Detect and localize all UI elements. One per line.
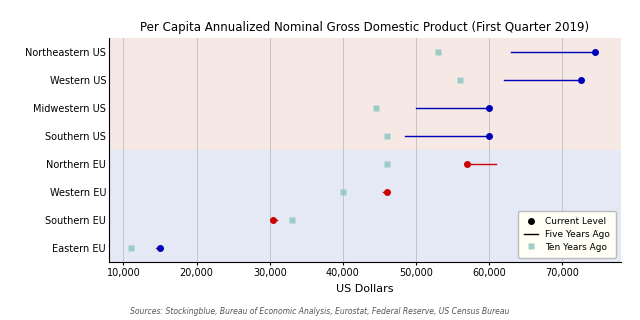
Text: Sources: Stockingblue, Bureau of Economic Analysis, Eurostat, Federal Reserve, U: Sources: Stockingblue, Bureau of Economi… xyxy=(131,307,509,316)
Bar xyxy=(109,66,621,94)
Bar xyxy=(109,206,621,234)
X-axis label: US Dollars: US Dollars xyxy=(336,284,394,293)
Bar xyxy=(109,38,621,66)
Bar xyxy=(109,178,621,206)
Bar xyxy=(109,150,621,178)
Bar xyxy=(109,234,621,262)
Bar xyxy=(109,122,621,150)
Title: Per Capita Annualized Nominal Gross Domestic Product (First Quarter 2019): Per Capita Annualized Nominal Gross Dome… xyxy=(140,21,589,35)
Legend: Current Level, Five Years Ago, Ten Years Ago: Current Level, Five Years Ago, Ten Years… xyxy=(518,211,616,258)
Bar xyxy=(109,94,621,122)
